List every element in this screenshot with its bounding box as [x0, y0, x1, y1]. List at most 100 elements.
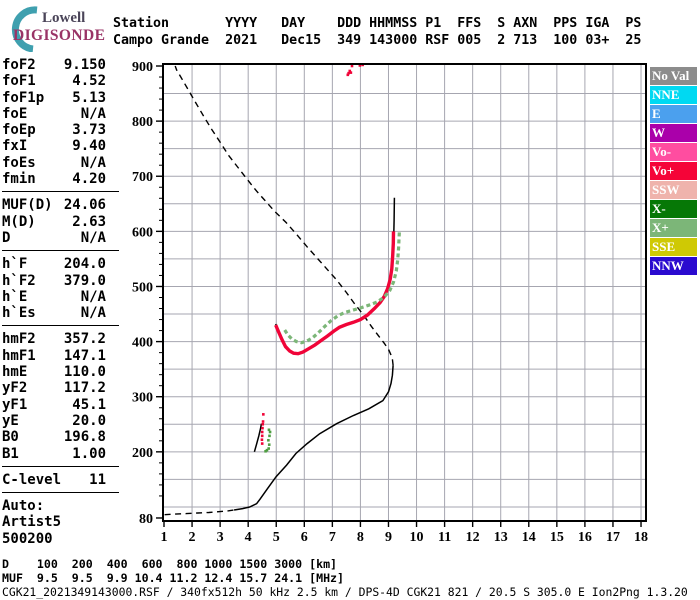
xtrace-low-echoes-dot: [268, 430, 272, 434]
parameter-label: hmF2: [2, 331, 36, 348]
parameter-group-separator: [2, 492, 119, 494]
y-tick-label: 200: [132, 446, 153, 461]
parameter-value: 20.0: [72, 412, 106, 429]
logo-text-lowell: Lowell: [42, 10, 86, 26]
parameter-row-yf1: yF1 45.1: [2, 397, 119, 413]
parameter-value: 5.13: [72, 89, 106, 106]
parameter-label: foE: [2, 105, 28, 122]
parameter-group-separator: [2, 325, 119, 327]
parameter-value: 379.0: [63, 272, 106, 289]
parameter-value: N/A: [80, 105, 106, 122]
parameter-row-mufd: MUF(D) 24.06: [2, 197, 119, 213]
parameter-row-md: M(D) 2.63: [2, 214, 119, 230]
otrace-low-echoes-dot: [261, 422, 265, 426]
autoscaling-info-line: Artist5: [2, 514, 62, 531]
parameter-value: 45.1: [72, 396, 106, 413]
x-tick-label: 10: [410, 530, 424, 545]
parameter-label: h`F2: [2, 272, 36, 289]
x-tick-label: 6: [301, 530, 308, 545]
autoscaling-info-line: 500200: [2, 530, 53, 547]
x-tick-label: 11: [438, 530, 451, 545]
otrace-low-echoes-dot: [260, 434, 264, 438]
parameter-label: MUF(D): [2, 197, 53, 214]
otrace-echoes: [274, 231, 396, 356]
legend-item-e: E: [650, 105, 697, 124]
legend-item-ssw: SSW: [650, 181, 697, 200]
otrace-low-echoes-dot: [260, 442, 264, 445]
parameter-value: 110.0: [63, 364, 106, 381]
parameter-row-he: h`E N/A: [2, 289, 119, 305]
parameter-value: 4.20: [72, 171, 106, 188]
parameter-label: foF1: [2, 73, 36, 90]
y-tick-label: 600: [132, 225, 153, 240]
parameter-label: B1: [2, 445, 19, 462]
parameter-row-hf2: h`F2 379.0: [2, 273, 119, 289]
parameter-value: 24.06: [63, 197, 106, 214]
y-tick-label: 400: [132, 336, 153, 351]
parameter-row-ye: yE 20.0: [2, 413, 119, 429]
parameter-row-hmf1: hmF1 147.1: [2, 348, 119, 364]
xtrace-low-echoes-dot: [267, 428, 271, 432]
legend-item-nne: NNE: [650, 86, 697, 105]
parameter-label: foEs: [2, 154, 36, 171]
parameter-row-fof1: foF1 4.52: [2, 73, 119, 89]
otrace-low-echoes-dot: [260, 430, 264, 434]
parameter-value: N/A: [80, 305, 106, 322]
otrace-low-echoes-dot: [261, 420, 265, 423]
true-height-profile: [233, 365, 394, 511]
parameter-row-hes: h`Es N/A: [2, 305, 119, 321]
scaled-parameters-panel: foF2 9.150 foF1 4.52 foF1p 5.13 foE N/A foEp 3.73…: [2, 57, 119, 547]
parameter-value: 4.52: [72, 73, 106, 90]
parameter-label: C-level: [2, 471, 62, 488]
xtrace-low-echoes-dot: [267, 438, 270, 442]
parameter-label: hmE: [2, 364, 28, 381]
parameter-value: 1.00: [72, 445, 106, 462]
noise-echo-specks-dot: [347, 71, 350, 75]
x-tick-label: 3: [217, 530, 224, 545]
parameter-row-fmin: fmin 4.20: [2, 171, 119, 187]
parameter-label: h`E: [2, 288, 28, 305]
logo-arc-icon: [11, 6, 38, 52]
otrace-low-echoes-dot: [261, 426, 264, 430]
otrace-fit-line-low: [253, 423, 263, 453]
parameter-value: 147.1: [63, 347, 106, 364]
y-tick-label: 300: [132, 391, 153, 406]
otrace-low-echoes-dot: [260, 438, 264, 442]
legend-item-x: X-: [650, 200, 697, 219]
profile-topside-dashed: [174, 65, 394, 366]
header-field-values-row: Campo Grande 2021 Dec15 349 143000 RSF 0…: [113, 33, 642, 48]
parameter-group-separator: [2, 191, 119, 193]
parameter-row-foes: foEs N/A: [2, 155, 119, 171]
otrace-low-echoes-dot: [262, 413, 265, 416]
xtrace-low-echoes-dot: [267, 443, 271, 446]
profile-bottom-dashed: [164, 509, 235, 516]
parameter-row-b1: B1 1.00: [2, 446, 119, 462]
parameter-value: 204.0: [63, 256, 106, 273]
x-tick-label: 17: [606, 530, 620, 545]
parameter-value: 3.73: [72, 122, 106, 139]
parameter-label: B0: [2, 429, 19, 446]
parameter-row-hme: hmE 110.0: [2, 364, 119, 380]
echo-type-legend: No Val NNE E W Vo- Vo+ SSW X- X+ SSE NNW: [650, 67, 697, 276]
noise-echo-specks-dot: [348, 69, 352, 73]
header-field-names-row: Station YYYY DAY DDD HHMMSS P1 FFS S AXN…: [113, 16, 642, 31]
x-tick-label: 1: [161, 530, 168, 545]
y-tick-label: 800: [132, 115, 153, 130]
parameter-value: 196.8: [63, 429, 106, 446]
parameter-row-yf2: yF2 117.2: [2, 380, 119, 396]
x-tick-label: 12: [466, 530, 480, 545]
xtrace-low-echoes-dot: [265, 448, 269, 452]
measurement-info-line: CGK21_2021349143000.RSF / 340fx512h 50 k…: [2, 585, 688, 599]
parameter-label: foF1p: [2, 89, 45, 106]
legend-item-sse: SSE: [650, 238, 697, 257]
parameter-label: yE: [2, 412, 19, 429]
parameter-value: 9.150: [63, 57, 106, 73]
parameter-value: 117.2: [63, 380, 106, 397]
xtrace-echoes: [283, 231, 401, 345]
x-tick-label: 14: [522, 530, 536, 545]
xtrace-low-echoes-dot: [268, 434, 271, 438]
parameter-label: fxI: [2, 138, 28, 155]
legend-item-x: X+: [650, 219, 697, 238]
legend-item-vo: Vo+: [650, 162, 697, 181]
